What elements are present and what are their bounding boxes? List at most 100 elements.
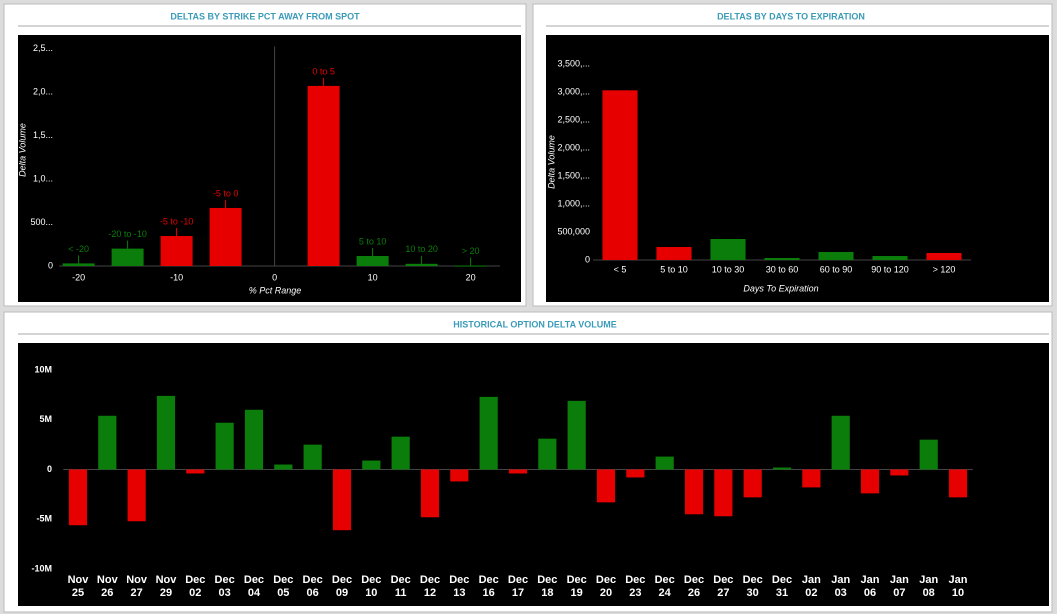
bar <box>307 85 340 266</box>
data-label: -5 to 0 <box>213 188 239 198</box>
bar <box>926 253 962 260</box>
x-tick-label: Dec 10 <box>361 574 382 599</box>
x-axis-title: Days To Expiration <box>743 283 818 293</box>
x-tick-label: Nov 26 <box>96 574 118 599</box>
x-tick-label: 30 to 60 <box>766 264 799 274</box>
y-axis-title: Delta Volume <box>546 135 556 189</box>
x-tick-label: Jan 07 <box>889 574 909 599</box>
bar <box>68 469 88 526</box>
bar <box>567 400 586 470</box>
x-tick-label: Dec 23 <box>625 574 646 599</box>
plot-area <box>18 35 521 302</box>
bar <box>890 469 909 476</box>
chart-title: DELTAS BY DAYS TO EXPIRATION <box>717 11 865 21</box>
y-axis-title: Delta Volume <box>17 123 27 177</box>
bar <box>156 395 176 470</box>
x-tick-label: 0 <box>272 272 277 282</box>
bar <box>860 469 880 494</box>
x-tick-label: > 120 <box>933 264 956 274</box>
data-label: > 20 <box>462 246 480 256</box>
x-tick-label: Dec 26 <box>683 574 705 599</box>
bar <box>405 263 438 266</box>
y-tick-label: 1,5... <box>33 130 53 140</box>
y-tick-label: 0 <box>585 254 590 264</box>
x-tick-label: Dec 31 <box>771 574 793 599</box>
bar <box>332 469 352 531</box>
bar <box>215 422 234 470</box>
bar <box>656 247 692 260</box>
x-tick-label: 90 to 120 <box>871 264 909 274</box>
bar <box>710 239 746 260</box>
data-label: < -20 <box>68 244 89 254</box>
data-label: -5 to -10 <box>160 216 194 226</box>
bar <box>160 235 193 266</box>
y-tick-label: 2,500,... <box>557 114 590 124</box>
bar <box>772 467 792 470</box>
x-tick-label: Dec 09 <box>331 574 353 599</box>
bar <box>62 263 95 266</box>
bar <box>303 444 322 470</box>
x-tick-label: -10 <box>170 272 183 282</box>
x-tick-label: Jan 08 <box>919 574 939 599</box>
y-tick-label: 10M <box>34 364 52 374</box>
bar <box>111 248 144 266</box>
x-tick-label: 10 <box>368 272 378 282</box>
y-tick-label: -5M <box>37 514 53 524</box>
x-tick-label: Dec 24 <box>654 574 675 599</box>
x-tick-label: Dec 12 <box>419 574 441 599</box>
bar <box>362 460 381 470</box>
y-tick-label: 500... <box>30 217 53 227</box>
y-tick-label: 500,000 <box>557 226 590 236</box>
y-tick-label: 1,000,... <box>557 198 590 208</box>
x-tick-label: Dec 18 <box>537 574 558 599</box>
data-label: 10 to 20 <box>405 244 438 254</box>
x-tick-label: -20 <box>72 272 85 282</box>
bar <box>919 439 938 470</box>
bar <box>274 464 293 470</box>
data-label: 5 to 10 <box>359 236 387 246</box>
bar <box>508 469 528 474</box>
x-tick-label: Dec 20 <box>595 574 617 599</box>
bar <box>596 469 616 503</box>
bar <box>391 436 410 470</box>
x-tick-label: Dec 04 <box>243 574 265 599</box>
x-tick-label: Jan 03 <box>831 574 851 599</box>
bar <box>420 469 440 518</box>
x-tick-label: Nov 29 <box>155 574 177 599</box>
bar <box>818 251 854 260</box>
x-tick-label: Dec 11 <box>390 574 411 599</box>
x-tick-label: Dec 02 <box>185 574 206 599</box>
y-tick-label: 3,000,... <box>557 86 590 96</box>
x-tick-label: 60 to 90 <box>820 264 853 274</box>
bar <box>186 469 205 474</box>
x-tick-label: Dec 13 <box>449 574 470 599</box>
bar <box>209 207 242 266</box>
y-tick-label: 2,000,... <box>557 142 590 152</box>
x-tick-label: Jan 06 <box>860 574 880 599</box>
x-tick-label: Dec 06 <box>302 574 323 599</box>
bar <box>450 469 469 482</box>
x-tick-label: 20 <box>466 272 476 282</box>
x-tick-label: Nov 27 <box>126 574 148 599</box>
bar <box>948 469 968 498</box>
x-tick-label: Dec 17 <box>507 574 529 599</box>
x-tick-label: Dec 27 <box>713 574 734 599</box>
x-tick-label: 5 to 10 <box>660 264 688 274</box>
x-axis-title: % Pct Range <box>249 285 302 295</box>
bar <box>626 469 645 478</box>
bar <box>743 469 762 498</box>
bar <box>356 255 389 266</box>
x-tick-label: Dec 19 <box>566 574 587 599</box>
bar <box>98 415 117 470</box>
bar <box>714 469 733 517</box>
y-tick-label: 2,5... <box>33 43 53 53</box>
bar <box>831 415 850 470</box>
x-tick-label: Dec 16 <box>478 574 499 599</box>
y-tick-label: 1,500,... <box>557 170 590 180</box>
chart-title: HISTORICAL OPTION DELTA VOLUME <box>453 319 617 329</box>
bar <box>655 456 674 470</box>
bar <box>538 438 557 470</box>
x-tick-label: Nov 25 <box>67 574 89 599</box>
bar <box>602 90 638 260</box>
